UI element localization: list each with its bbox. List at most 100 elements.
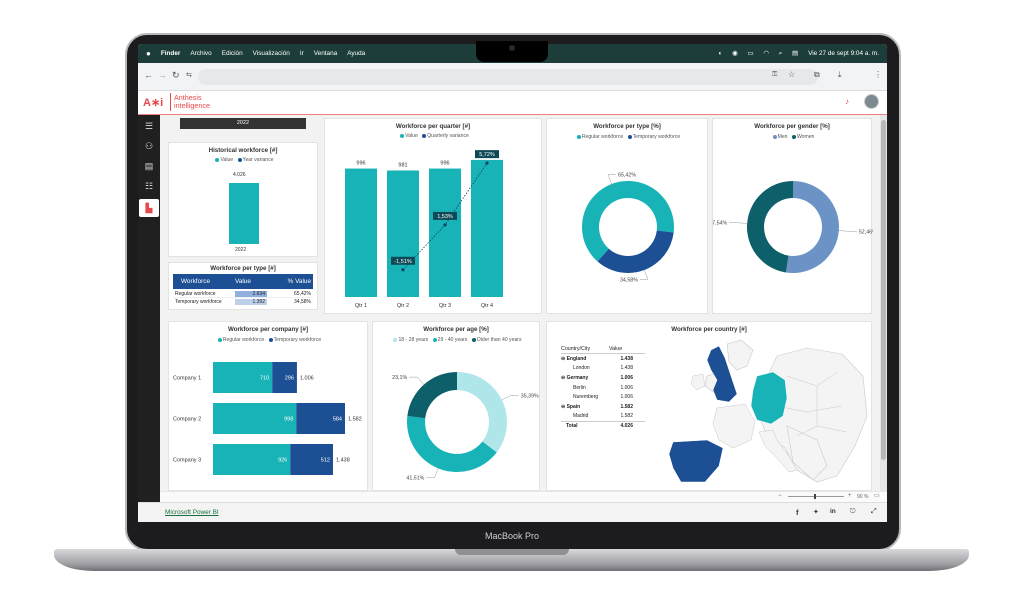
menu-finder[interactable]: Finder: [160, 50, 181, 57]
th-pct[interactable]: % Value: [287, 278, 311, 285]
table-row[interactable]: Temporary workforce 1.392 34,58%: [175, 299, 311, 305]
zoom-slider[interactable]: [788, 496, 844, 497]
users-icon[interactable]: ⚇: [144, 141, 154, 151]
quarter-variance-point[interactable]: [485, 161, 489, 165]
donut-slice-regular[interactable]: [582, 181, 674, 262]
country-france[interactable]: [712, 403, 756, 449]
fullscreen-icon[interactable]: ⤢: [871, 508, 877, 515]
menu-ir[interactable]: Ir: [299, 50, 304, 57]
year-slicer[interactable]: 2022: [180, 118, 306, 129]
key-icon[interactable]: ⚿: [772, 71, 778, 78]
matrix-row[interactable]: ⊖ Spain 1.582: [561, 402, 645, 412]
country-germany[interactable]: [750, 371, 788, 425]
donut-leader-line[interactable]: [426, 468, 439, 478]
country-border-line[interactable]: [776, 405, 843, 413]
donut-slice-women[interactable]: [747, 181, 793, 273]
bell-icon[interactable]: ♪: [845, 97, 849, 106]
legend-quarterly-variance: Quarterly variance: [427, 133, 469, 139]
forward-icon[interactable]: →: [158, 70, 167, 80]
quarter-variance-point[interactable]: [401, 268, 405, 272]
company-bar-temporary[interactable]: [272, 362, 297, 393]
quarter-bar[interactable]: [429, 168, 461, 297]
linkedin-icon[interactable]: in: [830, 508, 836, 515]
matrix-row-label: Nuremberg: [573, 394, 599, 401]
zoom-slider-thumb[interactable]: [814, 494, 816, 499]
apple-icon[interactable]: ●: [146, 49, 151, 58]
site-settings-icon[interactable]: ⇆: [186, 72, 192, 79]
address-bar[interactable]: [198, 69, 818, 85]
donut-slice-18-28[interactable]: [457, 372, 507, 453]
menu-ventana[interactable]: Ventana: [313, 50, 338, 57]
quarter-variance-point[interactable]: [443, 223, 447, 227]
th-country-value[interactable]: Value: [609, 345, 623, 352]
zoom-out-icon[interactable]: −: [778, 493, 782, 499]
donut-slice-older-40[interactable]: [407, 372, 457, 419]
donut-slice-29-40[interactable]: [407, 416, 497, 472]
country-spain[interactable]: [668, 439, 724, 483]
matrix-row[interactable]: ⊖ England 1.438: [561, 354, 645, 364]
matrix-row[interactable]: ⊖ Germany 1.006: [561, 373, 645, 383]
donut-leader-line[interactable]: [838, 230, 857, 232]
country-italy[interactable]: [758, 429, 798, 473]
donut-slice-temporary[interactable]: [597, 230, 674, 273]
company-bar-temporary[interactable]: [290, 444, 333, 475]
document-icon[interactable]: ▤: [144, 161, 154, 171]
company-bar-temporary[interactable]: [296, 403, 345, 434]
company-bar-regular[interactable]: [213, 362, 273, 393]
quarter-variance-label-bg[interactable]: [433, 211, 457, 220]
donut-leader-line[interactable]: [639, 269, 649, 280]
zoom-in-icon[interactable]: +: [848, 493, 852, 499]
back-icon[interactable]: ←: [144, 70, 153, 80]
donut-slice-men[interactable]: [785, 181, 839, 273]
browser-toolbar: ← → ↻ ⇆ ⚿ ☆ ⧉ ⤓ ⋮: [138, 63, 887, 91]
reload-icon[interactable]: ↻: [172, 70, 180, 80]
quarter-bar[interactable]: [345, 168, 377, 297]
matrix-row[interactable]: Berlin 1.006: [561, 383, 645, 393]
download-icon[interactable]: ⤓: [838, 70, 842, 79]
twitter-icon[interactable]: ✦: [813, 509, 819, 516]
avatar[interactable]: [864, 94, 879, 109]
fit-page-icon[interactable]: ▭: [874, 493, 880, 499]
company-bar-regular[interactable]: [213, 403, 297, 434]
list-icon[interactable]: ☷: [144, 181, 154, 191]
hamburger-icon[interactable]: ☰: [144, 121, 154, 131]
status-icons[interactable]: ◐ ◉ ▭ ◠ ⌕ ▤: [718, 50, 803, 57]
menu-edicion[interactable]: Edición: [221, 50, 243, 57]
country-shape-other[interactable]: [786, 425, 828, 481]
matrix-row[interactable]: London 1.438: [561, 364, 645, 374]
matrix-row[interactable]: Total 4.026: [561, 421, 645, 431]
quarter-bar[interactable]: [471, 159, 503, 297]
menu-archivo[interactable]: Archivo: [190, 50, 212, 57]
europe-map[interactable]: [667, 336, 871, 486]
donut-leader-line[interactable]: [501, 395, 519, 401]
donut-leader-line[interactable]: [729, 222, 748, 224]
quarter-variance-label-bg[interactable]: [391, 256, 415, 265]
facebook-icon[interactable]: f: [796, 508, 799, 517]
share-icon[interactable]: ⎋: [850, 508, 856, 515]
company-bar-regular[interactable]: [213, 444, 291, 475]
country-england[interactable]: [706, 345, 738, 403]
country-ireland[interactable]: [690, 373, 706, 391]
matrix-row[interactable]: Madrid 1.582: [561, 412, 645, 422]
legend-29-40: 29 - 40 years: [437, 337, 468, 343]
scrollbar-thumb[interactable]: [881, 120, 886, 460]
matrix-row[interactable]: Nuremberg 1.006: [561, 392, 645, 402]
th-value[interactable]: Value: [235, 278, 251, 285]
chart-icon[interactable]: ▙: [139, 199, 159, 217]
bookmark-star-icon[interactable]: ☆: [788, 70, 796, 79]
menu-visualizacion[interactable]: Visualización: [252, 50, 290, 57]
th-workforce[interactable]: Workforce: [181, 278, 211, 285]
donut-leader-line[interactable]: [409, 376, 425, 385]
country-shape-other[interactable]: [726, 339, 754, 371]
extensions-icon[interactable]: ⧉: [814, 70, 820, 79]
power-bi-link[interactable]: Microsoft Power BI: [165, 509, 219, 516]
quarter-bar[interactable]: [387, 170, 419, 297]
historical-bar[interactable]: [229, 183, 259, 244]
quarter-variance-label-bg[interactable]: [475, 150, 499, 159]
table-row[interactable]: Regular workforce 2.634 65,42%: [173, 290, 313, 298]
kebab-menu-icon[interactable]: ⋮: [874, 70, 882, 79]
menu-ayuda[interactable]: Ayuda: [347, 50, 366, 57]
th-country-city[interactable]: Country/City: [561, 345, 591, 352]
donut-leader-line[interactable]: [607, 174, 617, 185]
